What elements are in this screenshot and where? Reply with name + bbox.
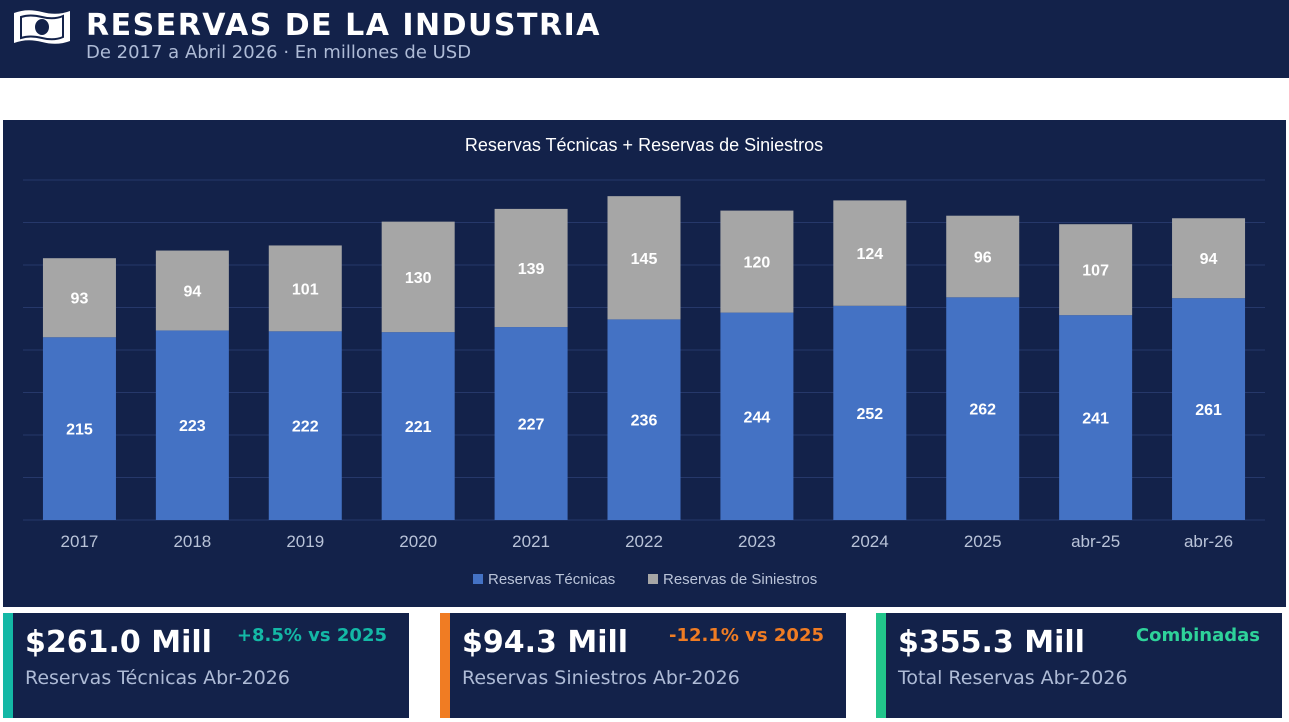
banknote-icon (14, 10, 70, 44)
x-tick-label: abr-26 (1184, 532, 1233, 551)
data-label: 227 (518, 417, 545, 434)
data-label: 241 (1082, 411, 1109, 428)
bar-reservas-siniestros-2022 (607, 196, 681, 320)
bar-reservas-tecnicas-abr-25 (1059, 315, 1133, 520)
data-label: 124 (856, 246, 883, 263)
x-tick-label: 2017 (61, 532, 99, 551)
stacked-bar-chart: Reservas Técnicas + Reservas de Siniestr… (23, 135, 1265, 588)
x-tick-label: 2025 (964, 532, 1002, 551)
chart-title: Reservas Técnicas + Reservas de Siniestr… (465, 135, 823, 155)
kpi-value: $261.0 Mill (25, 625, 212, 660)
data-label: 94 (1200, 251, 1218, 268)
data-label: 130 (405, 270, 432, 287)
kpi-delta: -12.1% vs 2025 (669, 625, 824, 646)
bar-reservas-tecnicas-2021 (494, 327, 568, 520)
page-subtitle: De 2017 a Abril 2026 · En millones de US… (86, 42, 472, 63)
data-label: 139 (518, 261, 545, 278)
data-label: 261 (1195, 402, 1222, 419)
bar-reservas-siniestros-2025 (946, 215, 1020, 298)
data-label: 222 (292, 419, 319, 436)
data-label: 101 (292, 281, 319, 298)
legend-swatch (473, 574, 483, 584)
bar-reservas-siniestros-2017 (42, 258, 116, 338)
bar-reservas-siniestros-abr-25 (1059, 224, 1133, 316)
kpi-delta: +8.5% vs 2025 (236, 625, 387, 646)
bar-reservas-tecnicas-2025 (946, 297, 1020, 520)
x-tick-label: 2022 (625, 532, 663, 551)
data-label: 236 (631, 413, 658, 430)
bar-reservas-siniestros-2019 (268, 245, 342, 332)
legend-entry: Reservas Técnicas (488, 571, 615, 588)
kpi-value: $355.3 Mill (898, 625, 1085, 660)
x-tick-label: 2018 (173, 532, 211, 551)
legend-swatch (648, 574, 658, 584)
bar-reservas-tecnicas-2020 (381, 332, 455, 520)
kpi-delta: Combinadas (1135, 625, 1260, 646)
data-label: 221 (405, 419, 432, 436)
kpi-card-reservas-tecnicas: $261.0 Mill +8.5% vs 2025 Reservas Técni… (3, 613, 409, 718)
kpi-card-total-reservas: $355.3 Mill Combinadas Total Reservas Ab… (876, 613, 1282, 718)
bar-reservas-tecnicas-2019 (268, 331, 342, 520)
kpi-card-reservas-siniestros: $94.3 Mill -12.1% vs 2025 Reservas Sinie… (440, 613, 846, 718)
data-label: 107 (1082, 263, 1109, 280)
data-label: 120 (744, 255, 771, 272)
x-tick-label: abr-25 (1071, 532, 1120, 551)
x-tick-label: 2023 (738, 532, 776, 551)
bar-reservas-tecnicas-2018 (155, 330, 229, 520)
bar-reservas-tecnicas-abr-26 (1172, 298, 1246, 520)
data-label: 94 (183, 284, 201, 301)
data-label: 262 (969, 402, 996, 419)
data-label: 96 (974, 250, 992, 267)
chart-legend: Reservas Técnicas Reservas de Siniestros (473, 571, 817, 588)
data-label: 223 (179, 418, 206, 435)
x-tick-label: 2019 (286, 532, 324, 551)
data-label: 215 (66, 422, 93, 439)
x-tick-label: 2024 (851, 532, 889, 551)
data-label: 244 (744, 409, 771, 426)
bar-reservas-tecnicas-2022 (607, 319, 681, 520)
bar-reservas-siniestros-2020 (381, 221, 455, 333)
bar-reservas-tecnicas-2017 (42, 337, 116, 520)
data-label: 145 (631, 251, 658, 268)
bar-reservas-tecnicas-2024 (833, 305, 907, 520)
x-tick-label: 2021 (512, 532, 550, 551)
legend-entry: Reservas de Siniestros (663, 571, 817, 588)
kpi-label: Total Reservas Abr-2026 (898, 667, 1128, 689)
bar-reservas-siniestros-2023 (720, 210, 794, 313)
data-label: 252 (856, 406, 883, 423)
kpi-label: Reservas Técnicas Abr-2026 (25, 667, 290, 689)
kpi-value: $94.3 Mill (462, 625, 629, 660)
bar-reservas-siniestros-2024 (833, 200, 907, 306)
bar-reservas-siniestros-2018 (155, 250, 229, 331)
page-title: RESERVAS DE LA INDUSTRIA (86, 8, 601, 43)
chart-panel: Reservas Técnicas + Reservas de Siniestr… (3, 120, 1286, 607)
bar-reservas-tecnicas-2023 (720, 312, 794, 520)
data-label: 93 (71, 291, 89, 308)
kpi-label: Reservas Siniestros Abr-2026 (462, 667, 740, 689)
x-tick-label: 2020 (399, 532, 437, 551)
bar-reservas-siniestros-2021 (494, 208, 568, 328)
header: RESERVAS DE LA INDUSTRIA De 2017 a Abril… (0, 0, 1289, 78)
bar-reservas-siniestros-abr-26 (1172, 218, 1246, 299)
